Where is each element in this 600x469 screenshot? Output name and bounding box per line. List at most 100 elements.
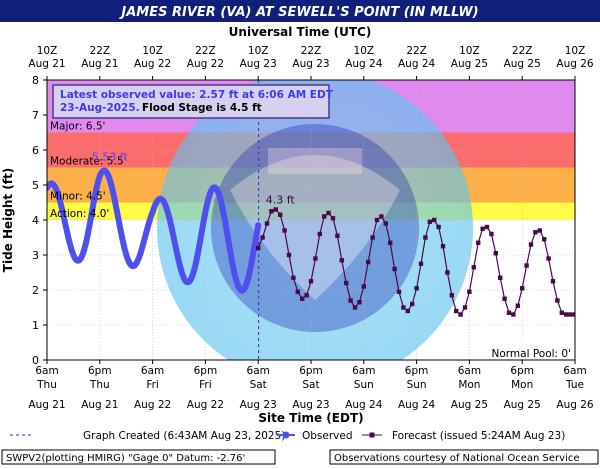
bottom-tick-day-8: Mon (458, 379, 480, 391)
forecast-point-9 (295, 289, 300, 294)
y-tick-label-2: 2 (32, 284, 39, 297)
bottom-tick-time-8: 6am (458, 365, 481, 377)
flood-band-label-3: Action: 4.0' (50, 208, 109, 220)
forecast-point-62 (528, 242, 534, 247)
bottom-tick-time-5: 6pm (299, 365, 323, 377)
normal-pool-label: Normal Pool: 0' (492, 348, 572, 360)
forecast-point-56 (502, 296, 507, 301)
top-tick-date-8: Aug 25 (451, 58, 488, 70)
bottom-tick-time-0: 6am (35, 365, 58, 377)
peak-annotation-0: 5.53 ft (92, 150, 129, 163)
top-tick-time-0: 10Z (37, 45, 58, 57)
forecast-point-25 (366, 259, 371, 265)
forecast-point-71 (568, 312, 573, 317)
legend-observed-label: Observed (302, 430, 353, 442)
legend-forecast-marker (369, 432, 375, 438)
forecast-point-70 (564, 312, 569, 317)
top-tick-date-10: Aug 26 (556, 58, 594, 70)
forecast-point-50 (476, 240, 481, 245)
forecast-point-46 (458, 312, 463, 317)
forecast-point-3 (269, 209, 274, 214)
latest-date-text: 23-Aug-2025. (60, 102, 140, 114)
forecast-point-28 (379, 214, 384, 219)
bottom-tick-date-5: Aug 23 (292, 399, 329, 411)
bottom-tick-time-7: 6pm (405, 365, 429, 377)
forecast-point-57 (506, 310, 512, 315)
forecast-point-34 (405, 308, 410, 314)
forecast-point-24 (361, 284, 366, 289)
y-tick-label-8: 8 (32, 74, 39, 87)
top-tick-time-7: 22Z (406, 45, 427, 57)
forecast-point-29 (383, 221, 388, 226)
y-tick-label-4: 4 (32, 214, 39, 227)
forecast-point-27 (374, 217, 380, 223)
bottom-tick-day-4: Sat (250, 379, 267, 391)
bottom-tick-day-6: Sun (354, 379, 374, 391)
forecast-point-33 (401, 305, 406, 310)
top-tick-date-0: Aug 21 (28, 58, 65, 70)
forecast-point-0 (256, 245, 261, 251)
forecast-point-43 (445, 270, 450, 275)
forecast-point-17 (330, 216, 336, 221)
forecast-point-21 (348, 298, 353, 303)
forecast-point-4 (273, 207, 278, 212)
y-tick-label-0: 0 (32, 354, 39, 367)
top-tick-time-8: 10Z (459, 45, 480, 57)
forecast-point-37 (418, 261, 424, 266)
bottom-tick-time-3: 6pm (194, 365, 218, 377)
bottom-tick-date-0: Aug 21 (28, 399, 65, 411)
bottom-tick-date-1: Aug 21 (81, 399, 118, 411)
forecast-point-11 (304, 293, 309, 298)
bottom-tick-date-7: Aug 24 (398, 399, 436, 411)
forecast-point-52 (484, 224, 490, 230)
forecast-point-45 (454, 308, 459, 314)
y-tick-label-5: 5 (32, 179, 39, 192)
chart-title: JAMES RIVER (VA) AT SEWELL'S POINT (IN M… (118, 5, 478, 20)
bottom-tick-date-10: Aug 26 (556, 399, 594, 411)
bottom-tick-day-7: Sun (407, 379, 427, 391)
forecast-point-1 (260, 235, 265, 240)
forecast-point-53 (489, 231, 494, 237)
top-tick-time-9: 22Z (512, 45, 533, 57)
bottom-tick-day-0: Thu (36, 379, 57, 391)
forecast-point-8 (291, 275, 296, 280)
forecast-point-31 (392, 266, 397, 272)
forecast-point-5 (278, 212, 283, 217)
top-tick-time-4: 10Z (248, 45, 269, 57)
top-tick-time-1: 22Z (90, 45, 111, 57)
top-tick-date-1: Aug 21 (81, 58, 118, 70)
forecast-point-10 (300, 296, 305, 301)
forecast-point-40 (432, 217, 437, 223)
title-bar (0, 0, 600, 22)
forecast-point-18 (335, 233, 340, 238)
forecast-point-23 (357, 300, 362, 305)
forecast-point-39 (427, 219, 432, 224)
latest-value-box: Latest observed value: 2.57 ft at 6:06 A… (52, 84, 334, 119)
legend-graph-created-label: Graph Created (6:43AM Aug 23, 2025) (83, 430, 285, 442)
legend: Graph Created (6:43AM Aug 23, 2025) Obse… (10, 430, 565, 442)
y-tick-label-6: 6 (32, 144, 39, 157)
forecast-point-51 (480, 226, 485, 231)
top-tick-time-10: 10Z (565, 45, 586, 57)
forecast-point-64 (537, 228, 542, 233)
latest-value-text: Latest observed value: 2.57 ft at 6:06 A… (60, 89, 334, 101)
top-tick-date-6: Aug 24 (345, 58, 383, 70)
top-tick-date-5: Aug 23 (292, 58, 329, 70)
forecast-point-6 (282, 228, 287, 233)
bottom-tick-time-2: 6am (141, 365, 164, 377)
forecast-point-42 (440, 244, 446, 249)
forecast-point-47 (462, 305, 468, 310)
forecast-point-16 (326, 210, 331, 216)
forecast-point-66 (546, 256, 551, 261)
bottom-tick-time-9: 6pm (510, 365, 534, 377)
bottom-tick-date-2: Aug 22 (134, 399, 171, 411)
bottom-tick-time-1: 6pm (88, 365, 112, 377)
forecast-point-26 (370, 235, 375, 240)
forecast-point-35 (410, 301, 415, 307)
top-tick-date-9: Aug 25 (504, 58, 541, 70)
bottom-tick-day-3: Fri (199, 379, 212, 391)
forecast-point-59 (515, 303, 520, 308)
y-tick-label-1: 1 (32, 319, 39, 332)
forecast-point-7 (286, 252, 292, 258)
bottom-tick-day-10: Tue (565, 379, 584, 391)
